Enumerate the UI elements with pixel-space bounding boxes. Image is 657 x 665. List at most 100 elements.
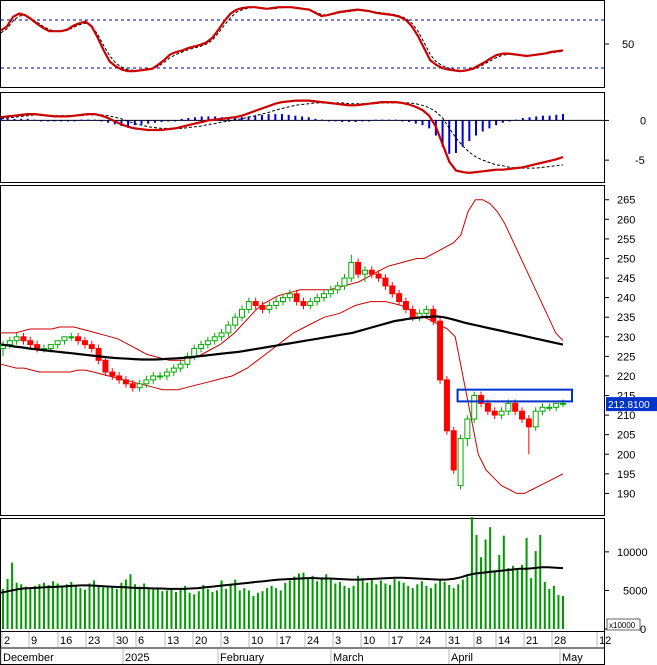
macd-histogram-bar [86, 119, 89, 121]
macd-histogram-bar [73, 120, 76, 122]
candle-body [259, 304, 266, 310]
month-label: December [3, 652, 54, 664]
y-tick-label: 190 [617, 488, 635, 500]
y-tick-label: 0 [640, 624, 646, 636]
candle-body [382, 277, 389, 287]
candle-body [218, 332, 225, 338]
y-tick-label: 230 [617, 332, 635, 344]
candle-body [232, 316, 239, 326]
volume-bar [493, 571, 496, 629]
macd-histogram-bar [388, 119, 391, 121]
volume-bar [111, 586, 114, 629]
macd-histogram-bar [66, 120, 69, 122]
volume-bar [352, 585, 355, 629]
volume-bar [88, 583, 91, 629]
volume-bar [74, 585, 77, 629]
month-label: May [562, 652, 583, 664]
candle-body [464, 418, 471, 440]
volume-bar [106, 585, 109, 629]
macd-histogram-bar [60, 120, 63, 122]
volume-bar [316, 581, 319, 629]
macd-histogram-bar [327, 120, 330, 122]
macd-histogram-bar [20, 118, 23, 121]
volume-bar [466, 576, 469, 629]
volume-bar [266, 588, 269, 629]
candle-body [211, 336, 218, 342]
macd-histogram-bar [100, 120, 103, 122]
volume-bar [302, 572, 305, 629]
volume-bar [134, 584, 137, 629]
macd-histogram-bar [46, 120, 49, 122]
highlight-box [456, 388, 573, 403]
x-tick-label: 6 [138, 635, 144, 647]
macd-histogram-bar [468, 120, 471, 142]
macd-histogram-bar [173, 120, 176, 122]
x-tick-label: 17 [279, 635, 291, 647]
macd-histogram-bar [13, 118, 16, 121]
volume-bar [307, 578, 310, 629]
macd-histogram-bar [367, 120, 370, 122]
macd-histogram-bar [40, 120, 43, 122]
macd-histogram-bar [167, 120, 170, 122]
candle-body [191, 348, 198, 357]
x-tick-label: 16 [60, 635, 72, 647]
volume-bar [138, 586, 141, 629]
volume-bar [143, 583, 146, 629]
macd-histogram-bar [281, 114, 283, 121]
candle-body [450, 430, 457, 471]
x-tick-label: 8 [476, 635, 482, 647]
candle-body [61, 336, 68, 342]
y-tick-label: 0 [640, 115, 646, 127]
macd-histogram-bar [307, 117, 310, 121]
macd-histogram-bar [501, 120, 504, 123]
macd-histogram-bar [562, 114, 564, 121]
volume-bar [170, 588, 173, 629]
volume-bar [429, 588, 432, 629]
volume-bar [238, 590, 241, 629]
volume-unit-box [606, 618, 641, 631]
volume-bar [557, 595, 560, 629]
volume-bar [375, 584, 378, 629]
candle-body [245, 301, 252, 310]
volume-bar [65, 584, 68, 629]
volume-bar [52, 581, 55, 629]
volume-bar [384, 583, 387, 629]
y-tick-label: 10000 [617, 547, 648, 559]
volume-bar [147, 588, 150, 629]
candle-body [95, 348, 102, 361]
macd-histogram-bar [93, 119, 96, 121]
macd-histogram-bar [254, 115, 257, 121]
candle-body [546, 406, 553, 409]
volume-bar [293, 576, 296, 629]
macd-histogram-bar [454, 120, 457, 153]
month-label: March [333, 652, 364, 664]
candle-body [300, 301, 307, 306]
month-label: 2025 [125, 652, 149, 664]
candle-body [539, 406, 546, 412]
macd-histogram-bar [274, 114, 277, 121]
candle-body [20, 336, 27, 342]
y-tick-label: 5000 [623, 585, 647, 597]
candle-body [396, 293, 403, 303]
volume-bar [156, 587, 159, 629]
volume-bar [548, 588, 551, 629]
volume-average-line [0, 566, 564, 594]
x-tick-label: 21 [526, 635, 538, 647]
volume-bar [448, 585, 451, 629]
x-tick-label: 24 [419, 635, 431, 647]
candle-body [293, 293, 300, 303]
month-label: February [220, 652, 265, 664]
macd-histogram-bar [347, 120, 350, 123]
volume-bar [252, 595, 255, 629]
bollinger-upper-line [1, 199, 564, 361]
volume-bar [320, 577, 323, 629]
candle-body [150, 375, 157, 381]
macd-layer: 0 -5 [0, 99, 646, 175]
macd-histogram-bar [521, 118, 524, 121]
macd-histogram-bar [448, 120, 451, 154]
volume-bar [379, 580, 382, 629]
volume-bar [6, 578, 9, 629]
candle-body [13, 336, 20, 342]
y-tick-label: 220 [617, 371, 635, 383]
volume-bar [261, 591, 264, 629]
